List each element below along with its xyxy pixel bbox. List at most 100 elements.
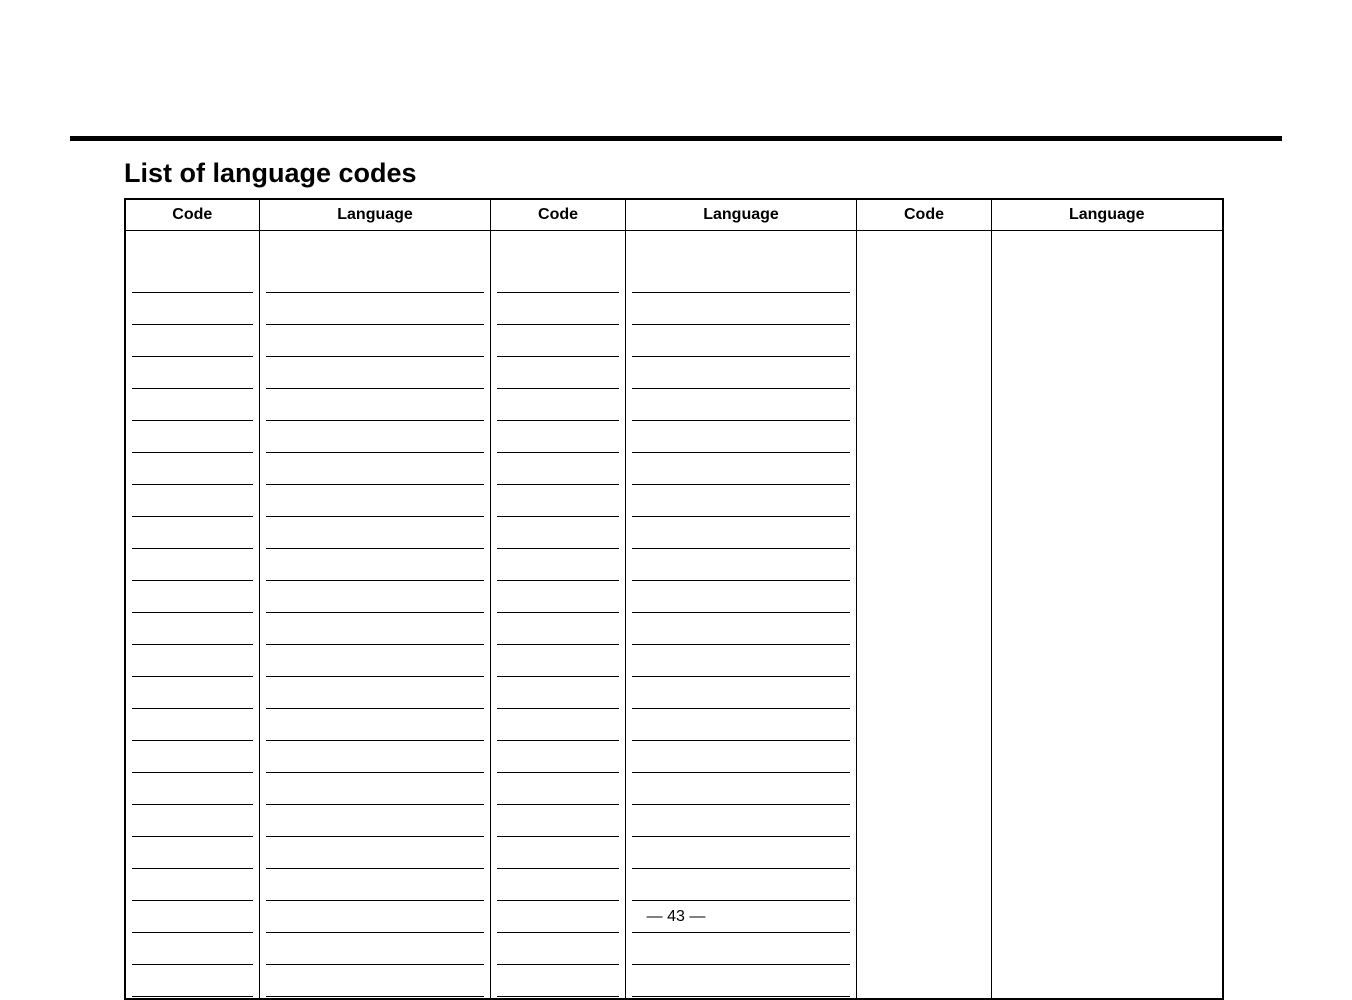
language-cell (625, 423, 857, 455)
code-cell (125, 263, 259, 295)
code-cell (491, 487, 625, 519)
blank-underline (266, 331, 485, 357)
code-cell (125, 487, 259, 519)
language-cell (991, 583, 1223, 615)
blank-underline (497, 459, 618, 485)
language-cell (625, 871, 857, 903)
language-cell (259, 967, 491, 999)
code-cell (857, 807, 991, 839)
header-language-3: Language (991, 199, 1223, 231)
language-cell (259, 839, 491, 871)
code-cell (491, 423, 625, 455)
blank-underline (266, 427, 485, 453)
language-cell (259, 935, 491, 967)
code-cell (857, 295, 991, 327)
code-cell (491, 743, 625, 775)
language-cell (625, 839, 857, 871)
blank-underline (266, 459, 485, 485)
language-cell (259, 711, 491, 743)
code-cell (857, 487, 991, 519)
table-row (125, 647, 1223, 679)
language-cell (991, 455, 1223, 487)
blank-underline (497, 747, 618, 773)
code-cell (491, 583, 625, 615)
code-cell (125, 679, 259, 711)
language-cell (259, 807, 491, 839)
code-cell (125, 615, 259, 647)
page-title: List of language codes (124, 158, 417, 189)
blank-underline (632, 939, 851, 965)
language-cell (991, 519, 1223, 551)
language-cell (625, 679, 857, 711)
blank-underline (132, 875, 253, 901)
language-cell (991, 839, 1223, 871)
header-language-1: Language (259, 199, 491, 231)
blank-underline (132, 779, 253, 805)
blank-underline (632, 843, 851, 869)
code-cell (857, 423, 991, 455)
language-cell (259, 487, 491, 519)
code-cell (857, 391, 991, 423)
code-cell (857, 327, 991, 359)
code-cell (857, 679, 991, 711)
language-cell (991, 295, 1223, 327)
blank-underline (632, 811, 851, 837)
code-cell (857, 775, 991, 807)
language-cell (625, 743, 857, 775)
code-cell (125, 551, 259, 583)
code-cell (491, 359, 625, 391)
blank-underline (497, 331, 618, 357)
blank-underline (497, 715, 618, 741)
language-cell (625, 551, 857, 583)
code-cell (857, 519, 991, 551)
code-cell (857, 583, 991, 615)
code-cell (491, 455, 625, 487)
blank-underline (132, 619, 253, 645)
language-cell (625, 775, 857, 807)
blank-underline (132, 459, 253, 485)
blank-underline (632, 459, 851, 485)
table-row (125, 263, 1223, 295)
code-cell (491, 935, 625, 967)
code-cell (491, 231, 625, 263)
language-cell (991, 871, 1223, 903)
language-cell (625, 231, 857, 263)
table-row (125, 967, 1223, 999)
code-cell (125, 743, 259, 775)
blank-underline (266, 651, 485, 677)
language-cell (259, 743, 491, 775)
blank-underline (266, 875, 485, 901)
blank-underline (632, 363, 851, 389)
blank-underline (632, 587, 851, 613)
code-cell (857, 455, 991, 487)
header-code-1: Code (125, 199, 259, 231)
code-cell (491, 967, 625, 999)
language-cell (991, 743, 1223, 775)
language-cell (625, 455, 857, 487)
table-header: Code Language Code Language Code Languag… (125, 199, 1223, 231)
blank-underline (266, 619, 485, 645)
header-language-2: Language (625, 199, 857, 231)
header-code-2: Code (491, 199, 625, 231)
code-cell (125, 327, 259, 359)
blank-underline (497, 363, 618, 389)
language-cell (259, 871, 491, 903)
code-cell (125, 775, 259, 807)
language-cell (259, 263, 491, 295)
blank-underline (266, 523, 485, 549)
language-cell (259, 775, 491, 807)
header-code-3: Code (857, 199, 991, 231)
code-cell (857, 231, 991, 263)
blank-underline (632, 971, 851, 997)
blank-underline (132, 811, 253, 837)
language-cell (991, 487, 1223, 519)
language-cell (625, 263, 857, 295)
language-cell (259, 583, 491, 615)
blank-underline (132, 683, 253, 709)
blank-underline (632, 395, 851, 421)
table-row (125, 743, 1223, 775)
blank-underline (266, 555, 485, 581)
blank-underline (266, 491, 485, 517)
code-cell (491, 327, 625, 359)
blank-underline (632, 427, 851, 453)
